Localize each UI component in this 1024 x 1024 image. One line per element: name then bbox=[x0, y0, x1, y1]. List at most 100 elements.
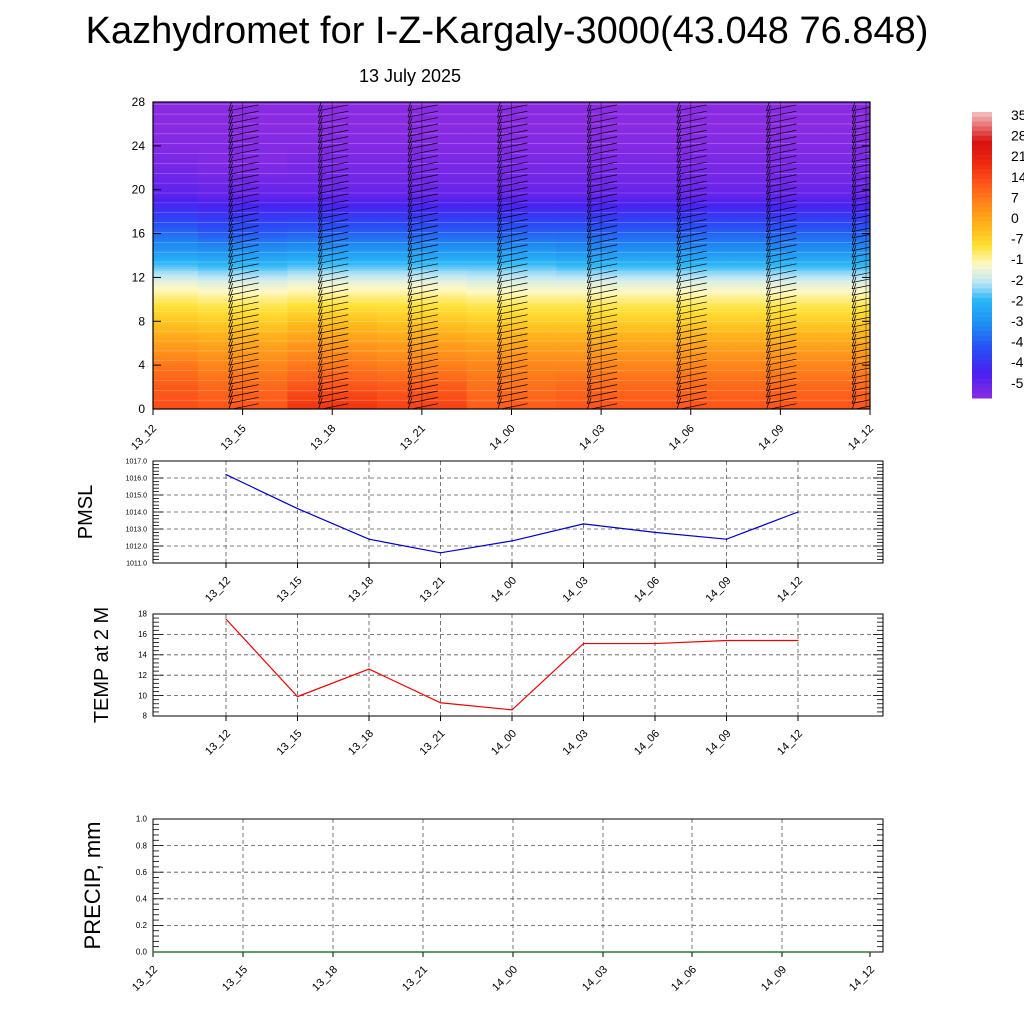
wind-barb bbox=[228, 301, 259, 309]
wind-barb bbox=[497, 327, 528, 334]
wind-barb-flag bbox=[228, 175, 233, 188]
wind-barb-flag bbox=[497, 365, 502, 379]
temperature-band bbox=[153, 277, 199, 281]
temperature-band bbox=[825, 174, 870, 178]
wind-barb bbox=[497, 142, 528, 150]
wind-barb bbox=[676, 390, 707, 398]
wind-barb-flag bbox=[766, 130, 771, 143]
wind-barb-flag bbox=[851, 155, 857, 169]
wind-barb bbox=[497, 371, 528, 379]
wind-barb-flag bbox=[676, 187, 682, 200]
wind-barb bbox=[676, 225, 707, 232]
wind-barb bbox=[228, 142, 259, 150]
wind-barb bbox=[587, 117, 618, 124]
wind-barb-flag bbox=[228, 225, 233, 239]
colorbar-segment bbox=[972, 131, 992, 137]
wind-barb bbox=[497, 276, 528, 283]
wind-barb-flag bbox=[317, 334, 323, 347]
colorbar-segment bbox=[972, 135, 992, 142]
x-tick-label: 14_12 bbox=[846, 423, 876, 453]
wind-barb bbox=[497, 269, 528, 277]
wind-barb-flag bbox=[407, 359, 413, 372]
wind-barb-flag bbox=[676, 327, 682, 340]
wind-barb bbox=[851, 399, 870, 404]
temperature-band bbox=[153, 112, 199, 116]
x-tick-label: 13_12 bbox=[130, 964, 160, 994]
wind-barb-flag bbox=[317, 283, 323, 296]
wind-barb bbox=[497, 333, 528, 341]
temperature-band bbox=[153, 255, 199, 259]
wind-barb bbox=[766, 142, 797, 150]
colorbar-segment bbox=[972, 173, 992, 180]
wind-barb-flag bbox=[766, 155, 771, 169]
wind-barb-flag bbox=[851, 391, 857, 404]
wind-barb-flag bbox=[851, 270, 857, 283]
wind-barb bbox=[851, 354, 870, 360]
data-point bbox=[296, 508, 299, 510]
temperature-band bbox=[153, 128, 199, 132]
wind-barb-flag bbox=[676, 232, 682, 245]
wind-barb-flag bbox=[317, 384, 323, 398]
wind-barb bbox=[766, 314, 797, 322]
y-tick-label: 1017.0 bbox=[126, 458, 148, 465]
wind-barb-flag bbox=[407, 353, 413, 366]
wind-barb-flag bbox=[407, 372, 413, 385]
wind-barb-flag bbox=[586, 283, 592, 296]
wind-barb-flag bbox=[497, 213, 502, 226]
temperature-band bbox=[825, 358, 870, 362]
wind-barb-flag bbox=[228, 334, 233, 347]
wind-barb bbox=[766, 320, 797, 328]
temperature-band bbox=[825, 139, 870, 143]
wind-barb bbox=[318, 225, 349, 232]
y-tick-label: 14 bbox=[138, 650, 147, 659]
colorbar-segment bbox=[972, 259, 992, 266]
temperature-band bbox=[153, 104, 199, 107]
temperature-band bbox=[825, 389, 870, 393]
temperature-band bbox=[825, 117, 870, 121]
wind-barb bbox=[766, 327, 797, 334]
wind-barb bbox=[228, 257, 259, 264]
precip-panel: 0.0 0.2 0.4 0.6 0.8 1.0 13_12 13_15 13_18 13_21 14… bbox=[80, 815, 884, 994]
wind-barb bbox=[587, 244, 618, 252]
temperature-band bbox=[153, 220, 199, 224]
x-tick-label: 13_15 bbox=[275, 575, 305, 605]
wind-barb bbox=[497, 199, 528, 207]
wind-barb bbox=[228, 384, 259, 391]
wind-barb-flag bbox=[766, 295, 771, 309]
wind-barb bbox=[676, 174, 707, 182]
wind-barb bbox=[318, 301, 349, 309]
wind-barb bbox=[407, 129, 438, 137]
temperature-band bbox=[825, 108, 870, 112]
wind-barb-flag bbox=[766, 124, 771, 137]
wind-barb-flag bbox=[766, 162, 771, 175]
wind-barb-flag bbox=[497, 168, 502, 181]
wind-barb bbox=[497, 263, 528, 271]
temperature-band bbox=[153, 264, 199, 268]
colorbar-segment bbox=[972, 359, 992, 366]
wind-barb bbox=[318, 352, 349, 360]
wind-barb bbox=[407, 180, 438, 188]
colorbar-segment bbox=[972, 364, 992, 370]
temperature-band bbox=[825, 338, 870, 342]
wind-barb bbox=[851, 176, 870, 182]
wind-barb-flag bbox=[676, 378, 682, 391]
colorbar-segment bbox=[972, 383, 992, 389]
wind-barb bbox=[587, 123, 618, 131]
wind-barb bbox=[851, 393, 870, 398]
temperature-band bbox=[825, 110, 870, 114]
wind-barb-flag bbox=[586, 365, 592, 379]
wind-barb-flag bbox=[497, 302, 502, 315]
colorbar-segment bbox=[972, 374, 992, 380]
wind-barb-flag bbox=[766, 111, 771, 124]
colorbar-segment bbox=[972, 221, 992, 227]
wind-barb bbox=[676, 104, 707, 112]
x-tick-label: 14_00 bbox=[489, 728, 519, 758]
data-point bbox=[510, 951, 513, 953]
wind-barb-flag bbox=[407, 206, 413, 220]
wind-barb-flag bbox=[407, 238, 413, 251]
wind-barb-flag bbox=[228, 206, 233, 220]
temperature-band bbox=[825, 275, 870, 279]
temperature-band bbox=[825, 126, 870, 129]
wind-barb-flag bbox=[228, 308, 233, 321]
wind-barb bbox=[318, 110, 349, 118]
